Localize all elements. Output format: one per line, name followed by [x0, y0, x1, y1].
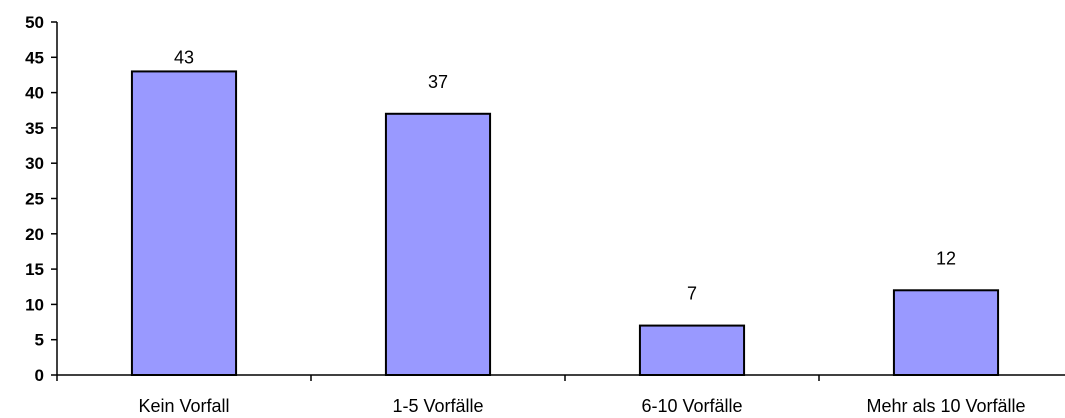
data-label: 12: [936, 248, 956, 268]
y-tick-label: 15: [25, 260, 44, 279]
y-tick-label: 30: [25, 154, 44, 173]
y-tick-label: 40: [25, 84, 44, 103]
y-tick-label: 10: [25, 295, 44, 314]
x-category-label: 6-10 Vorfälle: [641, 396, 742, 416]
data-label: 43: [174, 47, 194, 67]
x-category-label: 1-5 Vorfälle: [392, 396, 483, 416]
x-category-label: Kein Vorfall: [138, 396, 229, 416]
y-tick-label: 25: [25, 190, 44, 209]
y-tick-label: 0: [35, 366, 44, 385]
y-tick-label: 35: [25, 119, 44, 138]
data-labels: 43 37 7 12: [174, 47, 956, 303]
y-tick-label: 45: [25, 48, 44, 67]
bar-2: [384, 112, 492, 376]
bar-1: [130, 70, 238, 376]
bar-4: [892, 289, 1000, 376]
x-category-label: Mehr als 10 Vorfälle: [866, 396, 1025, 416]
y-tick-label: 20: [25, 225, 44, 244]
bars: [130, 70, 1000, 376]
y-axis: 0 5 10 15 20 25 30 35 40 45 50: [25, 13, 58, 385]
x-axis: Kein Vorfall 1-5 Vorfälle 6-10 Vorfälle Meh…: [56, 374, 1065, 416]
data-label: 7: [687, 284, 697, 304]
y-tick-label: 5: [35, 331, 44, 350]
y-tick-label: 50: [25, 13, 44, 32]
data-label: 37: [428, 72, 448, 92]
bar-3: [638, 324, 746, 376]
